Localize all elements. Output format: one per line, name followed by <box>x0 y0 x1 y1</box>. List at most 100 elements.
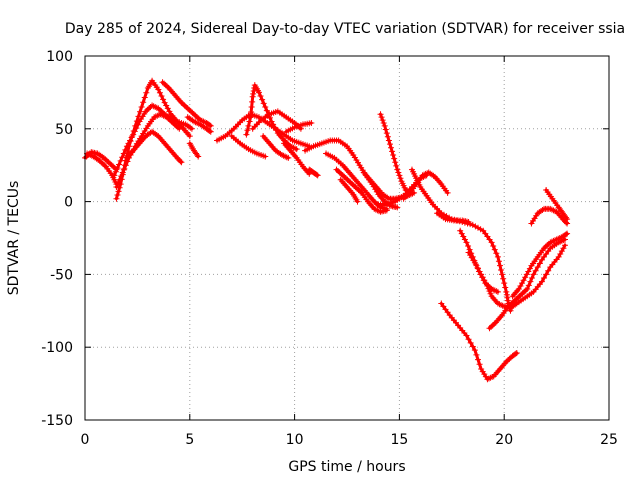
plot-frame <box>84 55 610 421</box>
data-point <box>119 169 126 176</box>
data-point-interp <box>491 246 498 253</box>
data-point-interp <box>388 144 395 151</box>
data-point <box>390 152 397 159</box>
series-track <box>159 79 214 129</box>
data-point-interp <box>473 351 480 358</box>
data-point <box>503 288 510 295</box>
series-track <box>228 133 269 160</box>
data-point-interp <box>527 278 534 285</box>
series-track <box>184 114 214 135</box>
data-point-interp <box>503 291 510 298</box>
data-point <box>494 288 501 295</box>
data-point-interp <box>137 108 144 115</box>
chart-title: Day 285 of 2024, Sidereal Day-to-day VTE… <box>65 21 625 37</box>
data-point <box>113 184 120 191</box>
data-point-interp <box>116 176 123 183</box>
data-point-interp <box>259 96 266 103</box>
data-point-interp <box>495 258 502 265</box>
data-point-interp <box>477 226 484 233</box>
x-axis-label: GPS time / hours <box>288 459 405 475</box>
data-point <box>381 122 388 129</box>
data-point-interp <box>504 297 511 304</box>
data-point <box>155 86 162 93</box>
data-point-interp <box>250 90 257 97</box>
data-point <box>494 253 501 260</box>
data-point <box>538 278 545 285</box>
series-track <box>486 236 568 332</box>
data-point-interp <box>493 250 500 257</box>
data-point <box>524 285 531 292</box>
data-point-interp <box>121 165 128 172</box>
data-point-interp <box>475 356 481 363</box>
data-point-interp <box>476 361 483 368</box>
y-tick-label: -150 <box>41 413 73 429</box>
series-track <box>283 119 315 135</box>
x-tick-label: 10 <box>286 432 304 448</box>
data-point-interp <box>490 243 497 250</box>
data-point <box>117 157 124 164</box>
data-point-interp <box>115 188 122 195</box>
data-point <box>484 283 491 290</box>
data-point-interp <box>244 127 251 134</box>
x-tick-label: 0 <box>81 432 90 448</box>
data-point-interp <box>249 98 256 105</box>
data-point <box>465 218 472 225</box>
data-point <box>195 153 202 160</box>
data-point-interp <box>465 243 472 250</box>
data-point <box>394 166 401 173</box>
data-point-interp <box>248 103 255 110</box>
data-point <box>561 242 568 249</box>
data-point-interp <box>118 173 125 180</box>
y-axis-label: SDTVAR / TECUs <box>6 181 22 296</box>
data-point <box>207 122 214 129</box>
data-point <box>471 347 478 354</box>
series-track <box>333 166 390 215</box>
data-point-interp <box>472 223 479 230</box>
data-point-interp <box>541 275 548 282</box>
data-point <box>111 172 118 179</box>
series-track <box>400 169 451 202</box>
data-point-interp <box>120 150 127 157</box>
y-tick-label: -50 <box>50 267 73 283</box>
data-point <box>130 131 137 138</box>
data-point <box>499 271 506 278</box>
data-point-interp <box>245 122 252 129</box>
x-tick-label: 25 <box>600 432 618 448</box>
data-point-interp <box>158 93 165 100</box>
x-tick-label: 15 <box>390 432 408 448</box>
data-point <box>564 216 571 223</box>
data-point <box>243 131 250 138</box>
data-point-interp <box>475 224 481 231</box>
y-tick-label: 100 <box>46 49 73 65</box>
data-point-interp <box>501 280 508 287</box>
data-point-interp <box>396 172 403 179</box>
data-point-interp <box>512 350 519 357</box>
data-point-interp <box>122 162 129 169</box>
data-point <box>354 198 361 205</box>
series-track <box>457 227 501 295</box>
data-point <box>488 239 495 246</box>
data-point <box>249 93 256 100</box>
data-point <box>394 204 401 211</box>
data-point-interp <box>500 275 507 282</box>
data-point <box>463 332 470 339</box>
data-point <box>188 125 195 132</box>
data-point <box>176 125 183 132</box>
series-track <box>543 186 571 223</box>
data-point-interp <box>114 165 121 172</box>
data-point-interp <box>392 159 399 166</box>
data-point-interp <box>543 271 550 278</box>
data-point-interp <box>156 89 163 96</box>
data-point-interp <box>384 133 391 140</box>
data-point-interp <box>545 267 552 274</box>
data-point-interp <box>532 267 539 274</box>
data-point-interp <box>194 152 201 159</box>
data-point-interp <box>131 128 138 135</box>
data-point <box>285 154 292 161</box>
data-point-interp <box>257 93 264 100</box>
data-point-interp <box>313 171 320 178</box>
data-point-interp <box>467 339 474 346</box>
data-point-interp <box>391 155 398 162</box>
data-point-interp <box>122 146 129 153</box>
data-point-interp <box>485 285 492 292</box>
